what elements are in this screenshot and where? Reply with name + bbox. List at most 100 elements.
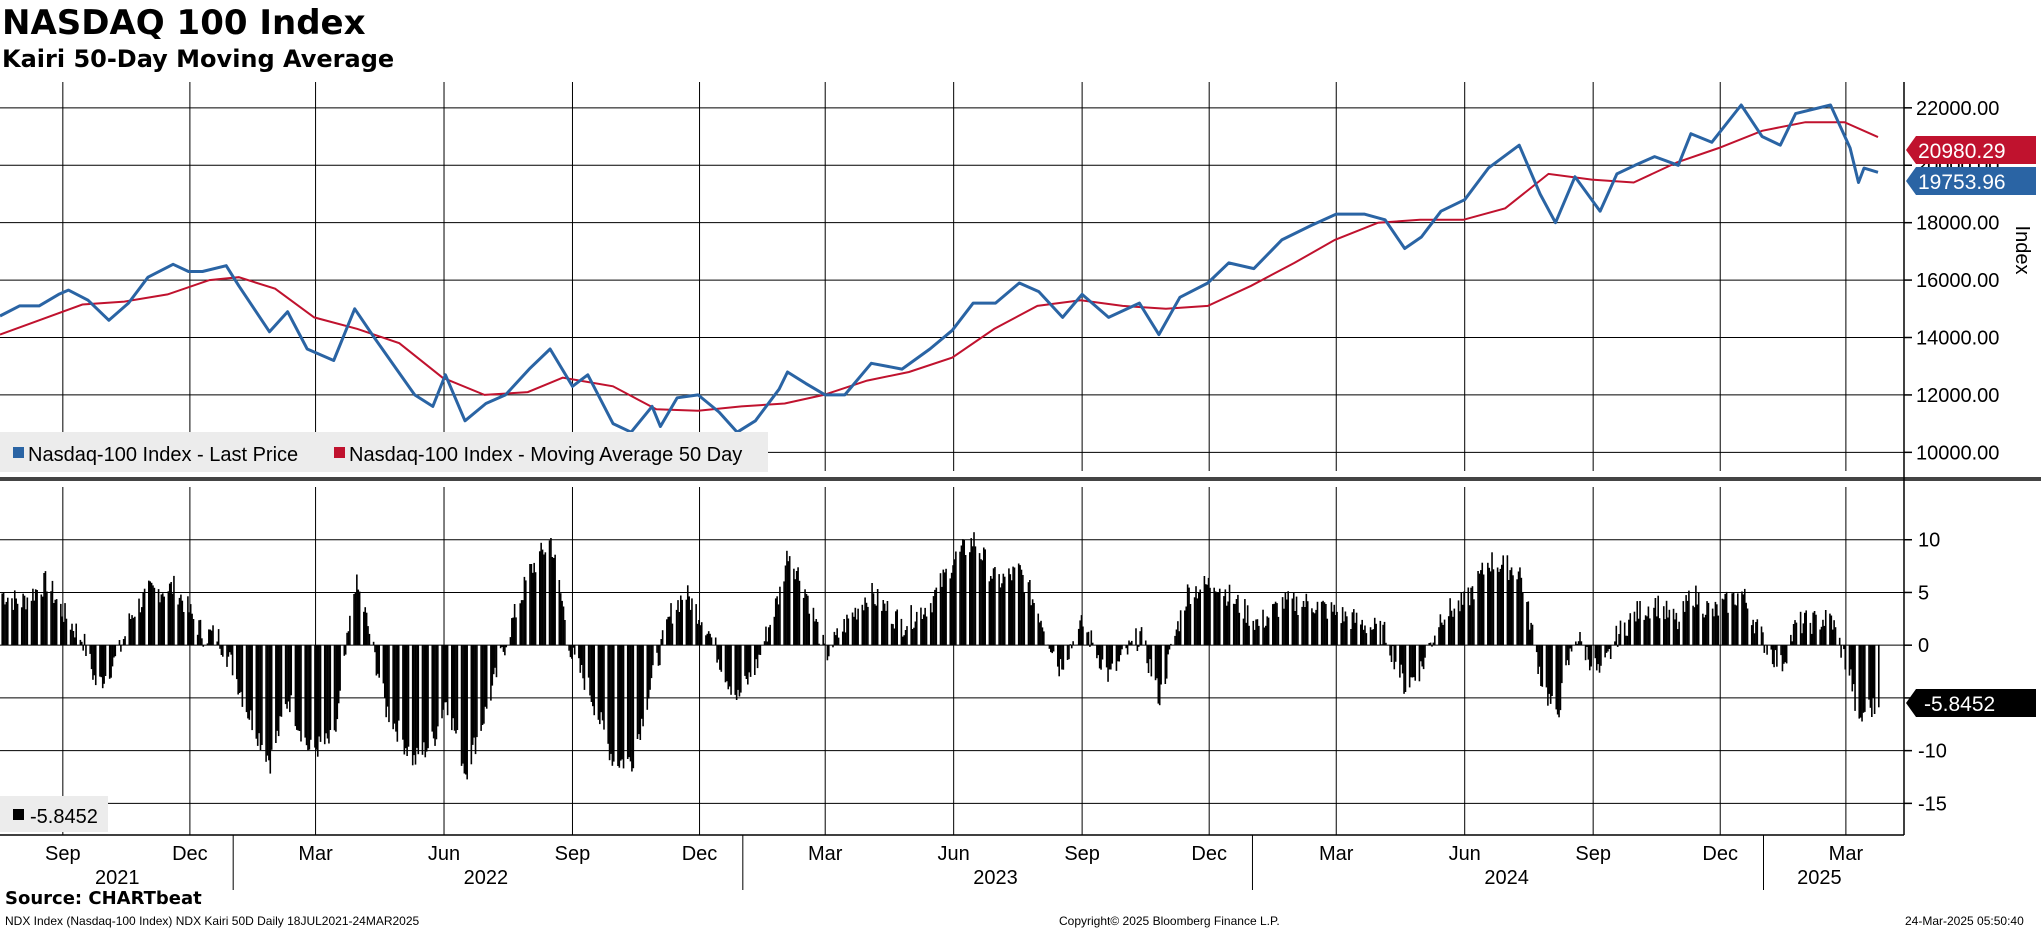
kairi-bar — [432, 645, 435, 739]
kairi-bar — [639, 645, 642, 740]
kairi-bar — [131, 615, 133, 646]
kairi-bar — [1859, 645, 1862, 718]
kairi-bar — [984, 549, 986, 646]
kairi-bar — [23, 595, 26, 646]
kairi-bar — [735, 645, 738, 700]
kairi-bar — [1330, 602, 1333, 646]
kairi-bar — [900, 618, 903, 646]
kairi-bar — [1852, 645, 1855, 685]
kairi-bar — [1766, 645, 1768, 655]
kairi-bar — [374, 645, 376, 653]
kairi-bar — [300, 645, 302, 742]
kairi-bar — [25, 609, 27, 646]
kairi-bar — [1664, 619, 1666, 646]
price-last-value: 19753.96 — [1918, 171, 2006, 194]
kairi-bar — [755, 645, 757, 660]
x-tick-label-month: Sep — [1064, 843, 1100, 865]
kairi-bar — [636, 645, 639, 739]
kairi-bar — [1401, 645, 1404, 674]
kairi-bar — [1050, 645, 1052, 653]
kairi-bar — [227, 645, 230, 657]
kairi-bar — [763, 641, 766, 646]
kairi-bar — [538, 551, 541, 646]
kairi-bar — [881, 610, 883, 646]
kairi-bar — [309, 645, 312, 740]
kairi-bar — [329, 645, 332, 730]
kairi-bar — [128, 613, 131, 646]
kairi-bar — [256, 645, 259, 746]
kairi-bar — [1506, 555, 1509, 646]
kairi-bar — [251, 645, 253, 731]
kairi-bar — [1431, 645, 1433, 647]
kairi-bar — [1136, 645, 1139, 651]
kairi-bar — [354, 592, 357, 646]
kairi-bar — [32, 588, 34, 646]
kairi-bar — [1410, 645, 1412, 678]
kairi-bar — [1135, 628, 1137, 646]
kairi-bar — [1326, 618, 1329, 646]
kairi-bar — [1334, 615, 1337, 646]
kairi-bar — [1586, 645, 1588, 647]
kairi-bar — [36, 590, 38, 646]
kairi-bar — [1840, 645, 1842, 658]
kairi-bar — [689, 609, 692, 646]
kairi-bar — [529, 564, 531, 646]
kairi-bar — [1089, 645, 1091, 647]
kairi-bar — [1623, 622, 1626, 646]
kairi-bar — [1721, 598, 1724, 646]
lower-y-tick-label: 0 — [1918, 635, 1929, 657]
kairi-bar — [40, 594, 43, 646]
kairi-bar — [1012, 566, 1014, 646]
kairi-bar — [1830, 615, 1833, 646]
kairi-bar — [1657, 595, 1659, 646]
kairi-bar — [1619, 620, 1622, 646]
kairi-bar — [219, 645, 221, 649]
upper-y-tick-label: 18000.00 — [1916, 213, 1999, 235]
kairi-bar — [776, 596, 778, 646]
kairi-bar — [396, 645, 399, 742]
kairi-bar — [1829, 613, 1831, 646]
kairi-bar — [1048, 645, 1051, 649]
kairi-bar — [406, 645, 408, 756]
kairi-bar — [1556, 645, 1559, 715]
kairi-bar — [121, 644, 124, 646]
kairi-bar — [828, 645, 830, 657]
kairi-bar — [1041, 627, 1044, 646]
kairi-bar — [386, 645, 389, 707]
kairi-bar — [6, 597, 9, 646]
kairi-bar — [1795, 622, 1798, 646]
kairi-bar — [1079, 620, 1081, 646]
kairi-bar — [1189, 604, 1192, 646]
kairi-bar — [1144, 640, 1147, 646]
kairi-bar — [832, 645, 834, 648]
kairi-bar — [120, 645, 122, 652]
kairi-bar — [797, 567, 799, 646]
kairi-bar — [323, 645, 326, 745]
kairi-bar — [1703, 617, 1706, 646]
kairi-bar — [44, 571, 47, 646]
kairi-bar — [1682, 601, 1685, 646]
kairi-bar — [543, 554, 545, 646]
kairi-bar — [1115, 645, 1118, 671]
kairi-bar — [1361, 619, 1363, 646]
kairi-bar — [876, 589, 879, 646]
kairi-bar — [872, 593, 875, 646]
kairi-bar — [621, 645, 623, 760]
kairi-bar — [666, 619, 668, 646]
kairi-bar — [1639, 601, 1641, 646]
kairi-bar — [1080, 615, 1083, 646]
kairi-bar — [1013, 567, 1016, 646]
kairi-bar — [1537, 645, 1539, 674]
kairi-bar — [1785, 645, 1788, 664]
kairi-bar — [474, 645, 477, 755]
kairi-bar — [69, 629, 72, 646]
kairi-bar — [1262, 609, 1264, 646]
kairi-bar — [212, 625, 214, 646]
kairi-bar — [424, 645, 427, 758]
kairi-bar — [914, 621, 917, 646]
kairi-bar — [642, 645, 644, 727]
kairi-bar — [714, 637, 717, 646]
kairi-bar — [1629, 613, 1632, 646]
kairi-bar — [659, 645, 661, 666]
kairi-bar — [1697, 593, 1700, 646]
